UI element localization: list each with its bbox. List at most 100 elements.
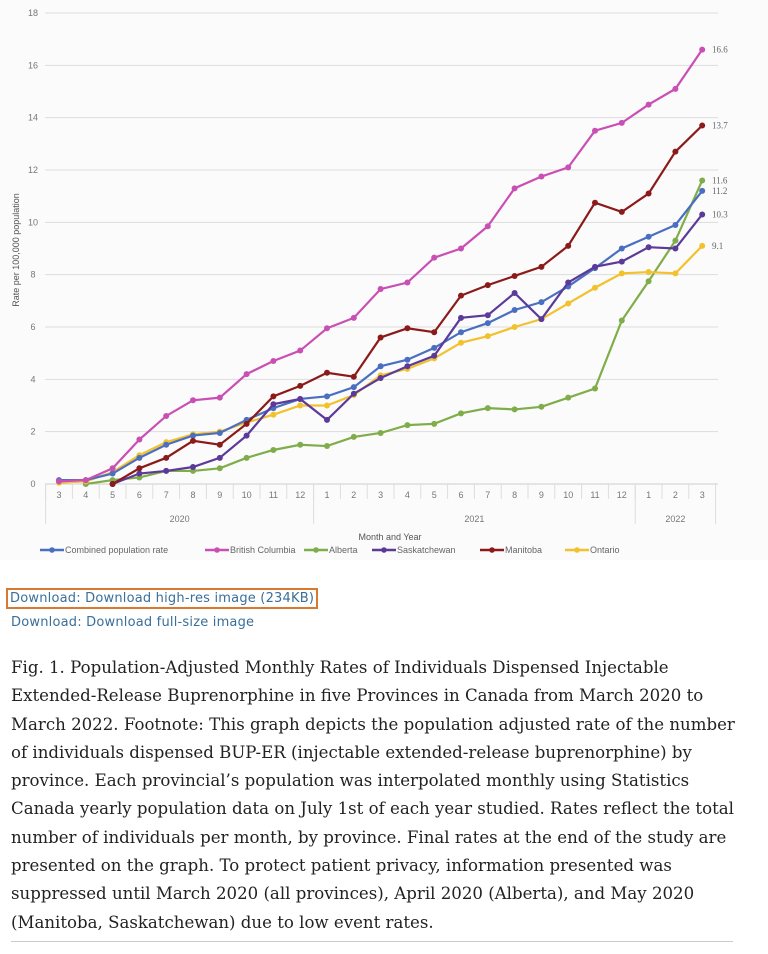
- y-tick-label: 18: [28, 8, 38, 18]
- y-tick-label: 14: [28, 113, 38, 123]
- data-point: [404, 422, 411, 429]
- data-point: [538, 403, 545, 410]
- data-point: [565, 279, 572, 286]
- legend-marker: [313, 547, 319, 553]
- data-point: [404, 279, 411, 286]
- series-line-manitoba: [112, 124, 703, 485]
- data-point: [377, 375, 384, 382]
- data-point: [297, 402, 304, 409]
- data-point: [484, 312, 491, 319]
- data-point: [297, 347, 304, 354]
- x-tick-label: 11: [590, 490, 599, 500]
- data-point: [538, 263, 545, 270]
- data-point: [672, 270, 679, 277]
- data-point: [136, 436, 143, 443]
- data-point: [350, 390, 357, 397]
- x-tick-label: 8: [512, 490, 517, 500]
- year-label: 2021: [464, 514, 484, 524]
- data-point: [699, 242, 706, 249]
- y-tick-label: 12: [28, 165, 38, 175]
- year-label: 2020: [170, 514, 190, 524]
- legend-marker: [49, 547, 55, 553]
- x-tick-label: 10: [242, 490, 252, 500]
- x-tick-label: 10: [563, 490, 573, 500]
- data-point: [377, 429, 384, 436]
- download-highres-link[interactable]: Download: Download high-res image (234KB…: [6, 588, 319, 609]
- data-point: [190, 397, 196, 404]
- data-point: [431, 352, 438, 359]
- x-tick-label: 7: [485, 490, 490, 500]
- x-tick-label: 5: [110, 490, 115, 500]
- divider: [11, 941, 733, 942]
- data-point: [216, 394, 223, 401]
- data-point: [618, 258, 625, 265]
- data-point: [216, 454, 223, 461]
- x-tick-label: 9: [539, 490, 544, 500]
- data-point: [458, 339, 464, 346]
- x-tick-label: 3: [378, 490, 383, 500]
- legend-marker: [574, 547, 580, 553]
- y-tick-label: 8: [30, 270, 35, 280]
- data-point: [431, 254, 438, 261]
- data-point: [163, 467, 170, 474]
- data-point: [565, 164, 572, 171]
- x-tick-label: 12: [617, 490, 627, 500]
- data-point: [350, 433, 357, 440]
- end-value-label: 10.3: [712, 209, 728, 219]
- legend-label: Alberta: [329, 545, 358, 555]
- data-point: [672, 237, 679, 244]
- legend-marker: [214, 547, 220, 553]
- data-point: [350, 314, 357, 321]
- data-point: [645, 233, 652, 240]
- data-point: [699, 177, 706, 184]
- x-tick-label: 2: [351, 490, 356, 500]
- data-point: [109, 465, 116, 472]
- legend-label: Combined population rate: [65, 545, 168, 555]
- data-point: [324, 393, 330, 400]
- data-point: [511, 289, 518, 296]
- data-point: [324, 416, 330, 423]
- year-label: 2022: [665, 514, 685, 524]
- y-tick-label: 16: [28, 60, 38, 70]
- data-point: [592, 127, 598, 134]
- y-tick-label: 4: [30, 374, 35, 384]
- data-point: [618, 270, 625, 277]
- data-point: [511, 324, 518, 330]
- end-value-label: 11.6: [712, 175, 728, 185]
- data-point: [699, 122, 706, 129]
- data-point: [324, 325, 330, 332]
- data-point: [136, 454, 143, 461]
- data-point: [645, 269, 652, 276]
- data-point: [511, 272, 518, 279]
- data-point: [297, 441, 304, 448]
- y-tick-label: 0: [30, 479, 35, 489]
- data-point: [484, 223, 491, 230]
- data-point: [484, 320, 491, 327]
- data-point: [645, 244, 652, 251]
- legend-marker: [381, 547, 387, 553]
- legend-label: Saskatchewan: [397, 545, 456, 555]
- x-tick-label: 12: [295, 490, 305, 500]
- data-point: [458, 314, 464, 321]
- legend-label: Ontario: [590, 545, 620, 555]
- x-tick-label: 9: [217, 490, 222, 500]
- series-line-alberta: [85, 180, 704, 486]
- data-point: [324, 443, 330, 450]
- data-point: [163, 454, 170, 461]
- y-tick-label: 10: [28, 217, 38, 227]
- data-point: [270, 401, 277, 408]
- x-tick-label: 1: [324, 490, 329, 500]
- x-tick-label: 4: [405, 490, 410, 500]
- data-point: [297, 382, 304, 389]
- data-point: [431, 329, 438, 336]
- data-point: [645, 190, 652, 197]
- x-tick-label: 6: [137, 490, 142, 500]
- data-point: [404, 325, 411, 332]
- data-point: [672, 245, 679, 252]
- data-point: [565, 242, 572, 249]
- download-fullsize-link[interactable]: Download: Download full-size image: [11, 615, 255, 630]
- data-point: [699, 187, 706, 194]
- end-value-label: 11.2: [712, 186, 727, 196]
- data-point: [82, 477, 89, 484]
